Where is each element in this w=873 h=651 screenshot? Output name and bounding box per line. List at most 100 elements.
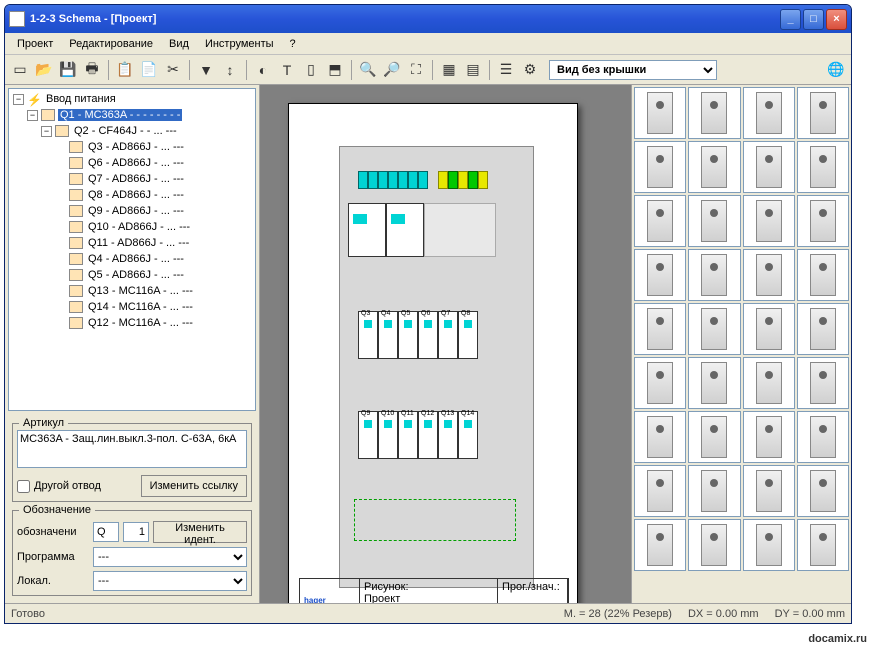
tree-label[interactable]: Q5 - AD866J - ... --- [86, 269, 186, 281]
canvas[interactable]: Q3Q4Q5Q6Q7Q8 Q9Q10Q11Q12Q13Q14 hager Рис… [260, 85, 631, 603]
copy-icon[interactable]: 📋 [114, 59, 136, 81]
layer-icon[interactable]: ▤ [462, 59, 484, 81]
palette-item[interactable] [688, 195, 740, 247]
menu-project[interactable]: Проект [9, 36, 61, 52]
grid-icon[interactable]: ▦ [438, 59, 460, 81]
tool4-icon[interactable]: ⬒ [324, 59, 346, 81]
terminal-block-earth[interactable] [438, 171, 488, 189]
palette-item[interactable] [688, 249, 740, 301]
tree-label[interactable]: Q3 - AD866J - ... --- [86, 141, 186, 153]
palette-item[interactable] [688, 465, 740, 517]
breaker-q11[interactable]: Q11 [398, 411, 418, 459]
tree-node[interactable]: Q14 - MC116A - ... --- [11, 299, 253, 315]
breaker-q8[interactable]: Q8 [458, 311, 478, 359]
tree-label[interactable]: Q10 - AD866J - ... --- [86, 221, 192, 233]
palette-item[interactable] [743, 141, 795, 193]
device-tree[interactable]: −⚡Ввод питания − Q1 - MC363A - - - - - - -… [8, 88, 256, 411]
menu-edit[interactable]: Редактирование [61, 36, 161, 52]
palette-item[interactable] [797, 411, 849, 463]
palette-item[interactable] [634, 87, 686, 139]
palette-item[interactable] [634, 195, 686, 247]
menu-tools[interactable]: Инструменты [197, 36, 282, 52]
change-ident-button[interactable]: Изменить идент. [153, 521, 247, 543]
tree-node[interactable]: −Q2 - CF464J - - ... --- [11, 123, 253, 139]
breaker-q2[interactable] [386, 203, 424, 257]
palette-item[interactable] [797, 87, 849, 139]
titlebar[interactable]: 1-2-3 Schema - [Проект] _ □ × [5, 5, 851, 33]
breaker-q13[interactable]: Q13 [438, 411, 458, 459]
new-icon[interactable]: ▭ [9, 59, 31, 81]
rect-icon[interactable]: ▯ [300, 59, 322, 81]
palette-item[interactable] [634, 411, 686, 463]
zoomin-icon[interactable]: 🔍 [357, 59, 379, 81]
palette-item[interactable] [688, 519, 740, 571]
program-select[interactable]: --- [93, 547, 247, 567]
palette-item[interactable] [634, 357, 686, 409]
palette-item[interactable] [743, 303, 795, 355]
tree-label[interactable]: Q11 - AD866J - ... --- [86, 237, 191, 249]
zoomfit-icon[interactable]: ⛶ [405, 59, 427, 81]
close-button[interactable]: × [826, 9, 847, 30]
breaker-q9[interactable]: Q9 [358, 411, 378, 459]
filter-icon[interactable]: ▼ [195, 59, 217, 81]
palette-item[interactable] [797, 465, 849, 517]
breaker-q4[interactable]: Q4 [378, 311, 398, 359]
tree-label[interactable]: Q14 - MC116A - ... --- [86, 301, 195, 313]
palette-item[interactable] [743, 411, 795, 463]
breaker-q7[interactable]: Q7 [438, 311, 458, 359]
expand-icon[interactable]: − [27, 110, 38, 121]
tree-node[interactable]: Q12 - MC116A - ... --- [11, 315, 253, 331]
palette-item[interactable] [688, 303, 740, 355]
tree-node[interactable]: Q8 - AD866J - ... --- [11, 187, 253, 203]
palette-item[interactable] [797, 357, 849, 409]
tree-label[interactable]: Q2 - CF464J - - ... --- [72, 125, 179, 137]
tree-node[interactable]: Q13 - MC116A - ... --- [11, 283, 253, 299]
change-link-button[interactable]: Изменить ссылку [141, 475, 247, 497]
palette-item[interactable] [634, 465, 686, 517]
tree-label[interactable]: Ввод питания [44, 93, 118, 105]
palette-item[interactable] [743, 357, 795, 409]
palette-item[interactable] [743, 519, 795, 571]
tree-label[interactable]: Q13 - MC116A - ... --- [86, 285, 195, 297]
palette-item[interactable] [797, 141, 849, 193]
minimize-button[interactable]: _ [780, 9, 801, 30]
menu-help[interactable]: ? [282, 36, 304, 52]
breaker-q1[interactable] [348, 203, 386, 257]
breaker-q10[interactable]: Q10 [378, 411, 398, 459]
palette-item[interactable] [743, 465, 795, 517]
tree-label[interactable]: Q1 - MC363A - - - - - - - - [58, 109, 182, 121]
tree-label[interactable]: Q4 - AD866J - ... --- [86, 253, 186, 265]
tree-node[interactable]: Q6 - AD866J - ... --- [11, 155, 253, 171]
breaker-q14[interactable]: Q14 [458, 411, 478, 459]
tree-label[interactable]: Q9 - AD866J - ... --- [86, 205, 186, 217]
breaker-q5[interactable]: Q5 [398, 311, 418, 359]
text-icon[interactable]: T [276, 59, 298, 81]
local-select[interactable]: --- [93, 571, 247, 591]
palette-item[interactable] [688, 411, 740, 463]
tree-node[interactable]: Q7 - AD866J - ... --- [11, 171, 253, 187]
tree-label[interactable]: Q6 - AD866J - ... --- [86, 157, 186, 169]
maximize-button[interactable]: □ [803, 9, 824, 30]
palette-item[interactable] [743, 195, 795, 247]
palette-item[interactable] [797, 303, 849, 355]
palette-item[interactable] [797, 519, 849, 571]
palette-item[interactable] [743, 249, 795, 301]
article-text[interactable]: MC363A - Защ.лин.выкл.3-пол. C-63A, 6кА [17, 430, 247, 468]
palette-item[interactable] [634, 303, 686, 355]
zoomout-icon[interactable]: 🔎 [381, 59, 403, 81]
palette-item[interactable] [688, 141, 740, 193]
tree-node[interactable]: Q11 - AD866J - ... --- [11, 235, 253, 251]
palette-item[interactable] [797, 249, 849, 301]
prop-icon[interactable]: ⚙ [519, 59, 541, 81]
tree-node[interactable]: −⚡Ввод питания [11, 91, 253, 107]
tool1-icon[interactable]: ◐ [252, 59, 274, 81]
list-icon[interactable]: ☰ [495, 59, 517, 81]
palette-item[interactable] [688, 357, 740, 409]
save-icon[interactable]: 💾 [57, 59, 79, 81]
tree-node[interactable]: Q10 - AD866J - ... --- [11, 219, 253, 235]
paste-icon[interactable]: 📄 [138, 59, 160, 81]
cut-icon[interactable]: ✂ [162, 59, 184, 81]
tree-label[interactable]: Q12 - MC116A - ... --- [86, 317, 195, 329]
tree-node[interactable]: − Q1 - MC363A - - - - - - - - [11, 107, 253, 123]
globe-icon[interactable]: 🌐 [825, 59, 847, 81]
